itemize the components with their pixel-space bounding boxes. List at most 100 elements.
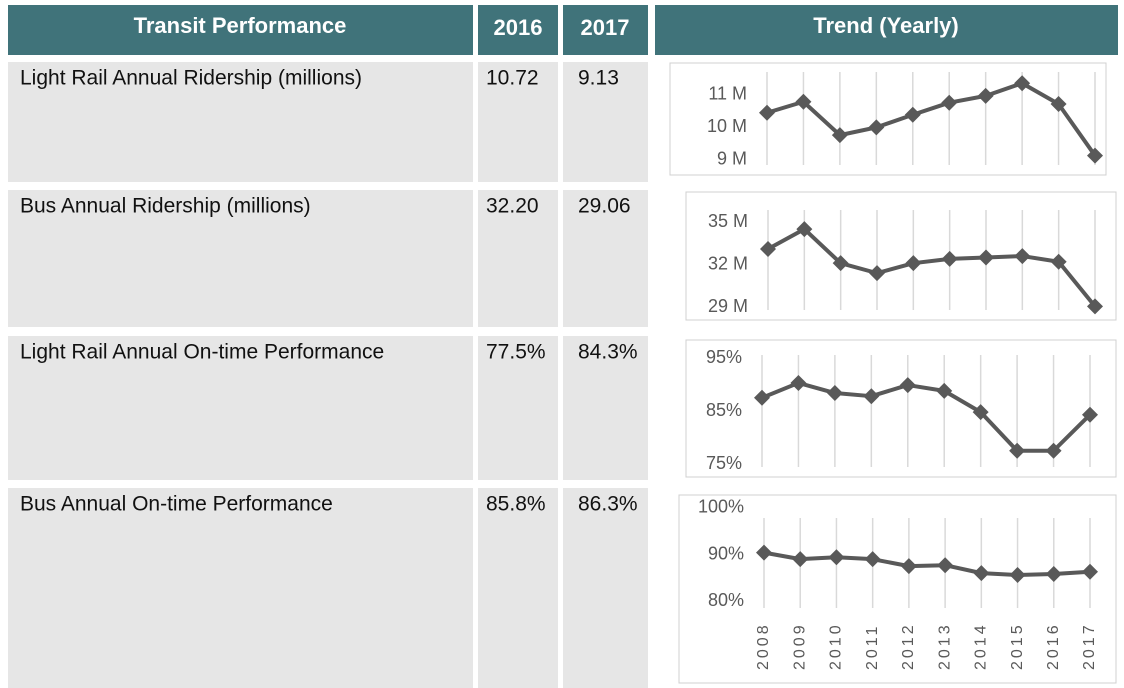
- y-tick-label: 11 M: [708, 84, 747, 104]
- table-cell: [563, 336, 648, 480]
- x-tick-label: 2014: [973, 622, 990, 670]
- marker: [899, 377, 916, 394]
- y-tick-label: 35 M: [708, 211, 748, 231]
- table-cell: [8, 336, 473, 480]
- cell-text: 9.13: [578, 67, 619, 90]
- y-tick-label: 32 M: [708, 253, 748, 273]
- trend-line: [763, 550, 1091, 577]
- marker: [868, 119, 885, 136]
- marker: [1087, 147, 1103, 164]
- marker: [759, 104, 775, 121]
- marker: [1045, 566, 1062, 583]
- marker: [1014, 248, 1031, 265]
- marker: [1050, 96, 1067, 113]
- cell-text: 85.8%: [486, 493, 546, 516]
- marker: [754, 389, 770, 406]
- marker: [1009, 566, 1026, 583]
- y-tick-label: 80%: [708, 590, 744, 610]
- header-cell: [563, 5, 648, 55]
- x-tick-label: 2011: [864, 624, 881, 670]
- table-cell: [563, 488, 648, 688]
- header-cell: [478, 5, 558, 55]
- marker: [863, 388, 880, 405]
- marker: [1082, 563, 1098, 580]
- marker: [941, 250, 958, 267]
- cell-text: 77.5%: [486, 341, 546, 364]
- x-tick-label: 2008: [755, 622, 772, 670]
- table-cell: [8, 190, 473, 327]
- header-cell: [8, 5, 473, 55]
- y-tick-label: 9 M: [717, 149, 747, 169]
- x-tick-label: 2010: [828, 622, 845, 670]
- marker: [1087, 298, 1103, 315]
- trend-line: [761, 380, 1092, 453]
- table-cell: [478, 190, 558, 327]
- marker: [796, 221, 813, 238]
- marker: [828, 549, 845, 566]
- y-tick-label: 90%: [708, 543, 744, 563]
- marker: [1009, 442, 1026, 459]
- header-text: Transit Performance: [134, 13, 347, 38]
- marker: [977, 87, 994, 104]
- y-tick-label: 75%: [706, 453, 742, 473]
- y-tick-label: 10 M: [707, 116, 747, 136]
- y-tick-label: 100%: [698, 497, 744, 517]
- marker: [905, 255, 922, 272]
- marker: [941, 94, 958, 111]
- chart-frame: [669, 62, 1107, 176]
- marker: [792, 551, 809, 568]
- marker: [790, 374, 807, 391]
- x-tick-label: 2017: [1081, 622, 1098, 670]
- marker: [1050, 253, 1067, 270]
- marker: [973, 565, 990, 582]
- cell-text: Bus Annual On-time Performance: [20, 493, 333, 516]
- cell-text: 84.3%: [578, 341, 638, 364]
- x-tick-label: 2015: [1009, 622, 1026, 670]
- table-cell: [478, 62, 558, 182]
- trend-line: [766, 81, 1097, 157]
- header-text: 2016: [494, 15, 543, 40]
- table-cell: [8, 62, 473, 182]
- cell-text: Bus Annual Ridership (millions): [20, 195, 311, 218]
- marker: [795, 93, 812, 110]
- marker: [978, 249, 994, 266]
- marker: [756, 544, 772, 561]
- marker: [826, 385, 843, 402]
- marker: [1082, 406, 1098, 423]
- marker: [900, 558, 917, 575]
- table-cell: [563, 190, 648, 327]
- chart-frame: [685, 191, 1117, 321]
- marker: [832, 255, 849, 272]
- marker: [904, 106, 921, 123]
- chart-frame: [685, 339, 1117, 478]
- marker: [937, 557, 954, 574]
- cell-text: 29.06: [578, 195, 631, 218]
- header-text: Trend (Yearly): [813, 13, 959, 38]
- table-cell: [563, 62, 648, 182]
- y-tick-label: 85%: [706, 400, 742, 420]
- y-tick-label: 29 M: [708, 296, 748, 316]
- cell-text: 86.3%: [578, 493, 638, 516]
- x-tick-label: 2009: [791, 622, 808, 670]
- chart-frame: [678, 494, 1117, 684]
- marker: [760, 240, 776, 257]
- x-tick-label: 2012: [900, 622, 917, 670]
- cell-text: 10.72: [486, 67, 539, 90]
- cell-text: Light Rail Annual Ridership (millions): [20, 67, 362, 90]
- marker: [972, 404, 989, 421]
- y-tick-label: 95%: [706, 347, 742, 367]
- marker: [869, 265, 885, 282]
- table-cell: [478, 488, 558, 688]
- header-text: 2017: [581, 15, 630, 40]
- table-cell: [478, 336, 558, 480]
- header-cell: [655, 5, 1118, 55]
- table-cell: [8, 488, 473, 688]
- cell-text: Light Rail Annual On-time Performance: [20, 341, 384, 364]
- x-tick-label: 2016: [1045, 622, 1062, 670]
- x-tick-label: 2013: [936, 622, 953, 670]
- marker: [1045, 442, 1062, 459]
- marker: [936, 382, 953, 399]
- cell-text: 32.20: [486, 195, 539, 218]
- marker: [1014, 75, 1031, 92]
